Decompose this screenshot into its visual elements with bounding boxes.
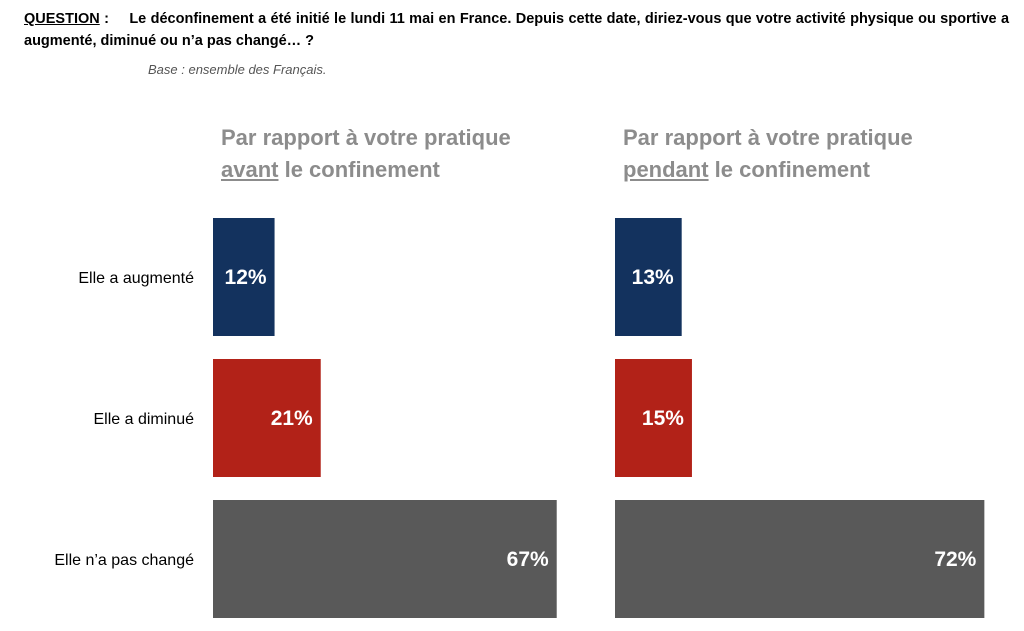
question-body: Le déconfinement a été initié le lundi 1… <box>24 11 1010 49</box>
base-note: Base : ensemble des Français. <box>148 62 327 77</box>
bar-avant-diminue <box>213 359 321 477</box>
panel-title-rest: le confinement <box>278 157 440 182</box>
data-label-avant-diminue: 21% <box>271 407 313 430</box>
panel-title-emphasis: pendant <box>623 157 709 182</box>
bar-pendant-diminue <box>615 359 692 477</box>
category-label-diminue: Elle a diminué <box>93 411 195 428</box>
bar-pendant-inchange <box>615 500 985 618</box>
bar-avant-augmente <box>213 218 275 336</box>
category-label-augmente: Elle a augmenté <box>78 270 194 287</box>
data-label-avant-augmente: 12% <box>225 266 267 289</box>
bar-pendant-augmente <box>615 218 682 336</box>
panel-title-avant: Par rapport à votre pratique avant le co… <box>221 122 511 186</box>
data-label-pendant-augmente: 13% <box>632 266 674 289</box>
data-label-avant-inchange: 67% <box>507 548 549 571</box>
category-label-inchange: Elle n’a pas changé <box>54 552 194 569</box>
question-label: QUESTION <box>24 11 100 27</box>
panel-title-line1: Par rapport à votre pratique <box>623 125 913 150</box>
bar-avant-inchange <box>213 500 557 618</box>
panel-title-emphasis: avant <box>221 157 279 182</box>
data-label-pendant-diminue: 15% <box>642 407 684 430</box>
question-text: QUESTION : Le déconfinement a été initié… <box>24 8 1009 52</box>
panel-title-rest: le confinement <box>708 157 870 182</box>
question-separator: : <box>104 11 109 27</box>
panel-title-pendant: Par rapport à votre pratique pendant le … <box>623 122 913 186</box>
data-label-pendant-inchange: 72% <box>934 548 976 571</box>
panel-title-line1: Par rapport à votre pratique <box>221 125 511 150</box>
